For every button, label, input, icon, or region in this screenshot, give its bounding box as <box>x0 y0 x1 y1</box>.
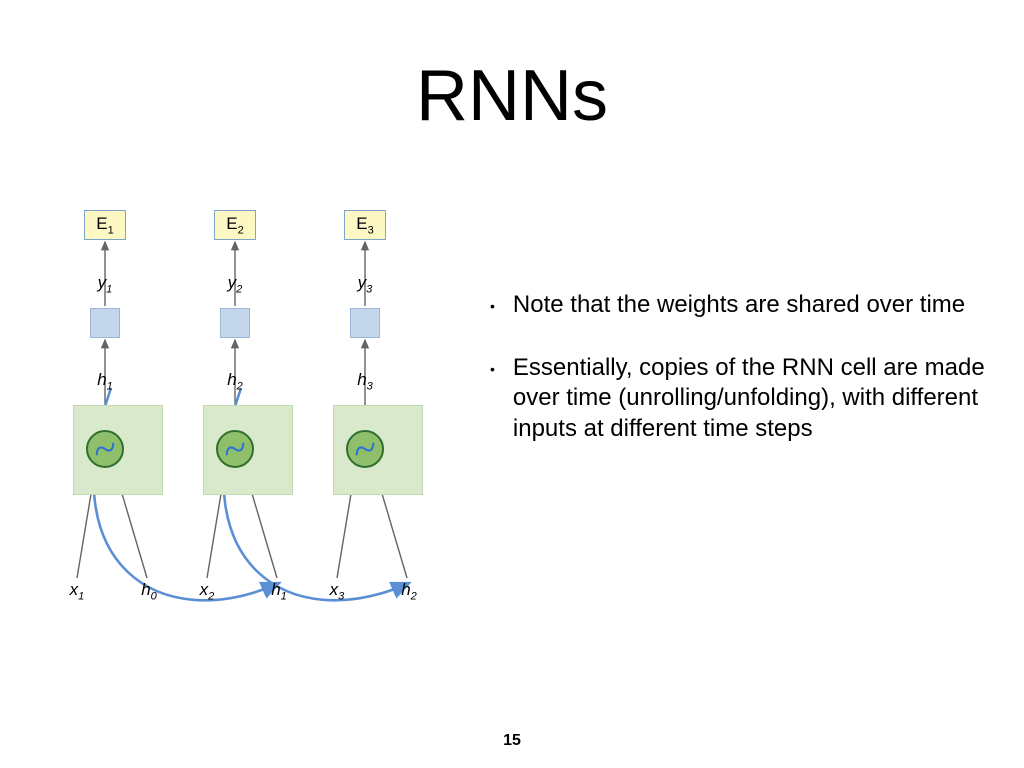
rnn-diagram: E1 y1 h1 x1 h0 E2 y2 h2 x2 h1 E3 y3 h3 x3 h2 <box>55 200 475 640</box>
output-weight-box <box>220 308 250 338</box>
hidden-state-label: h1 <box>93 370 117 392</box>
bullet-marker: • <box>490 298 495 314</box>
error-box: E3 <box>344 210 386 240</box>
input-hprev-label: h1 <box>265 580 293 602</box>
input-x-label: x1 <box>63 580 91 602</box>
bullet-text: Note that the weights are shared over ti… <box>513 290 965 321</box>
bullet-list: • Note that the weights are shared over … <box>490 290 990 477</box>
output-label: y2 <box>223 273 247 295</box>
activation-node <box>216 430 254 468</box>
hidden-state-label: h3 <box>353 370 377 392</box>
input-hprev-label: h0 <box>135 580 163 602</box>
output-weight-box <box>350 308 380 338</box>
activation-node <box>86 430 124 468</box>
bullet-item: • Essentially, copies of the RNN cell ar… <box>490 353 990 445</box>
output-label: y3 <box>353 273 377 295</box>
input-x-label: x2 <box>193 580 221 602</box>
error-box: E2 <box>214 210 256 240</box>
output-label: y1 <box>93 273 117 295</box>
output-weight-box <box>90 308 120 338</box>
slide-title: RNNs <box>0 55 1024 137</box>
bullet-text: Essentially, copies of the RNN cell are … <box>513 353 990 445</box>
input-x-label: x3 <box>323 580 351 602</box>
bullet-marker: • <box>490 361 495 377</box>
error-box: E1 <box>84 210 126 240</box>
bullet-item: • Note that the weights are shared over … <box>490 290 990 321</box>
activation-node <box>346 430 384 468</box>
hidden-state-label: h2 <box>223 370 247 392</box>
input-hprev-label: h2 <box>395 580 423 602</box>
page-number: 15 <box>0 732 1024 750</box>
